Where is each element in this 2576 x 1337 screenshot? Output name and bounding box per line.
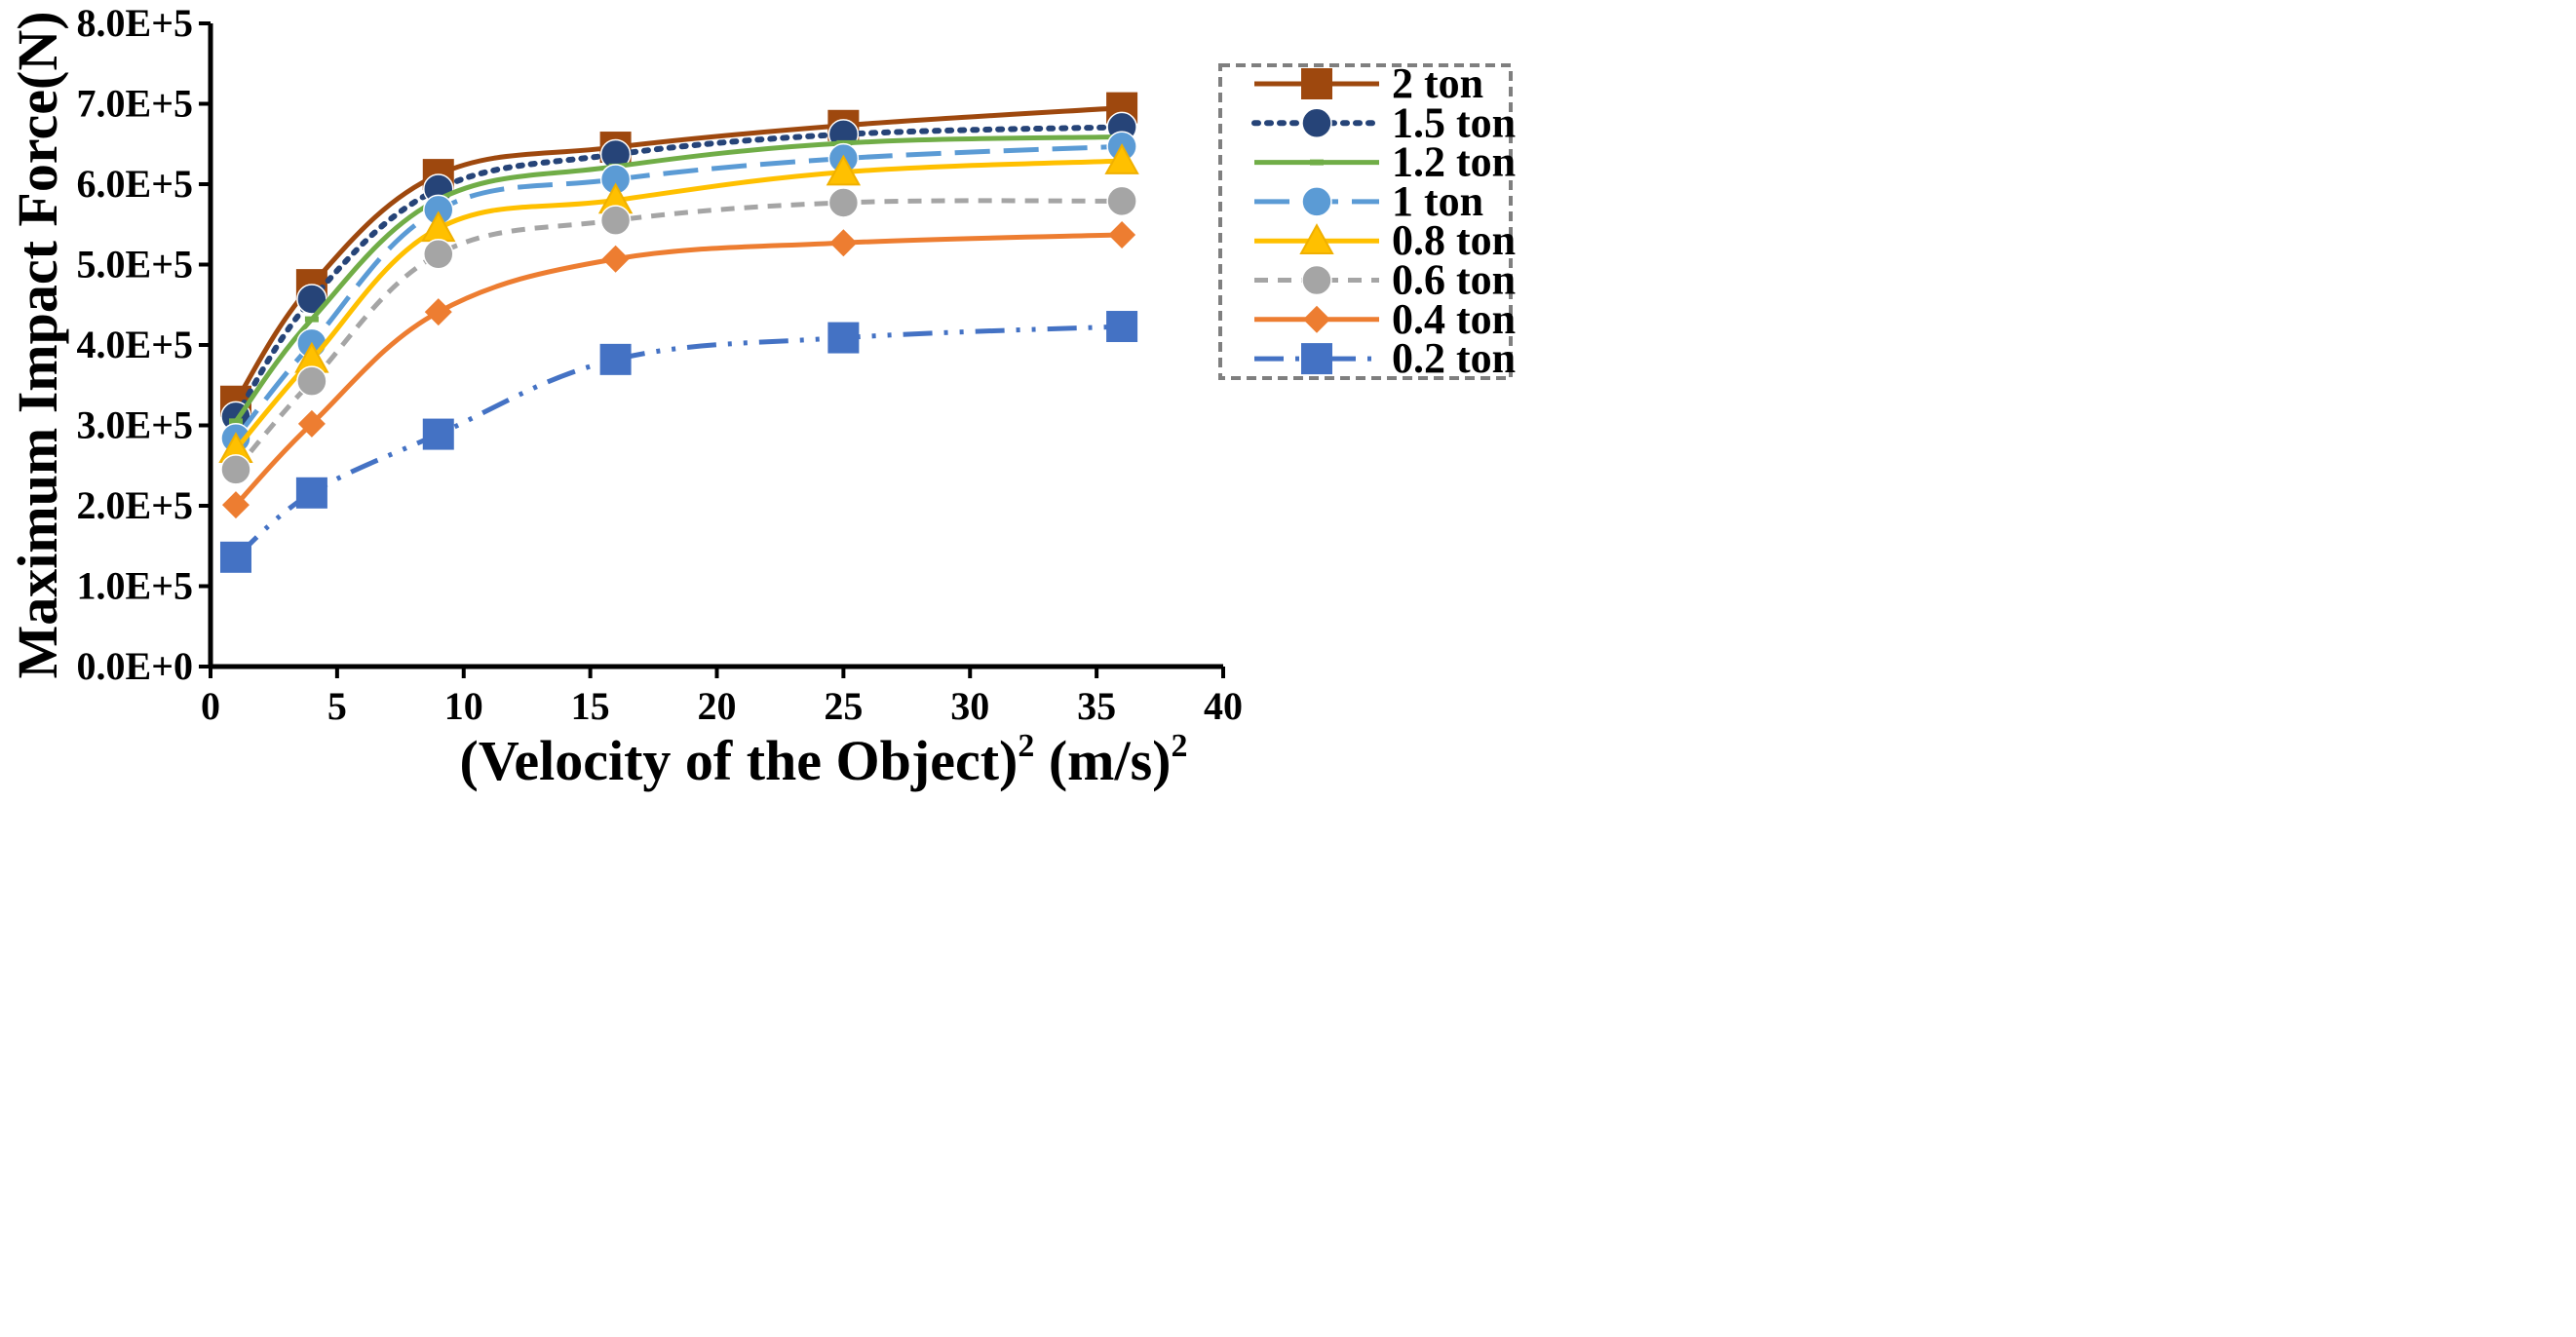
- x-tick-label: 25: [824, 684, 863, 728]
- x-tick-label: 20: [698, 684, 737, 728]
- data-point: [221, 491, 250, 519]
- series-line: [233, 134, 1123, 423]
- data-point: [423, 239, 454, 270]
- data-point: [827, 187, 860, 218]
- x-tick-label: 30: [950, 684, 989, 728]
- legend-marker: [1299, 223, 1334, 254]
- series-line: [234, 198, 1123, 472]
- legend-marker: [1301, 107, 1332, 139]
- ticks: 0.0E+0 1.0E+5 2.0E+5 3.0E+5 4.0E+5 5.0E+5 6.0E…: [77, 1, 1243, 728]
- legend-label: 0.4 ton: [1392, 295, 1516, 343]
- legend-item: 0.2 ton: [1254, 334, 1516, 382]
- x-axis-title-sup1: 2: [1018, 728, 1034, 764]
- y-tick-label: 3.0E+5: [77, 403, 193, 447]
- data-point: [220, 454, 251, 485]
- data-point: [1106, 185, 1137, 217]
- y-tick-label: 6.0E+5: [77, 162, 193, 206]
- data-point: [829, 229, 858, 257]
- data-point: [422, 418, 454, 450]
- series-2-ton: [219, 92, 1138, 417]
- data-point: [827, 322, 860, 354]
- legend-item: 2 ton: [1254, 59, 1483, 107]
- legend-label: 2 ton: [1392, 59, 1483, 107]
- x-axis-title: (Velocity of the Object)2 (m/s)2: [460, 728, 1188, 792]
- legend-marker: [1301, 264, 1332, 296]
- series-0_6-ton: [220, 185, 1137, 485]
- y-tick-label: 1.0E+5: [77, 564, 193, 608]
- legend-marker: [1301, 186, 1332, 217]
- legend-item: 0.4 ton: [1254, 295, 1516, 343]
- series-line: [234, 158, 1123, 451]
- legend-item: 0.6 ton: [1254, 256, 1516, 304]
- legend-marker: [1301, 68, 1332, 99]
- y-axis-title: Maximum Impact Force(N): [6, 11, 69, 678]
- legend-label: 1 ton: [1392, 177, 1483, 225]
- data-point: [1106, 311, 1138, 343]
- legend-label: 0.6 ton: [1392, 256, 1516, 304]
- legend-item: 0.8 ton: [1254, 216, 1516, 264]
- data-point: [228, 418, 243, 425]
- data-point: [826, 154, 862, 186]
- x-tick-label: 10: [444, 684, 483, 728]
- y-tick-label: 2.0E+5: [77, 483, 193, 527]
- x-axis-title-unit: (m/s): [1034, 729, 1171, 792]
- series-line: [234, 324, 1123, 559]
- legend-label: 1.5 ton: [1392, 98, 1516, 146]
- data-point: [295, 477, 327, 509]
- data-point: [601, 245, 630, 273]
- legend-box: [1218, 63, 1513, 380]
- legend-marker: [1301, 343, 1332, 375]
- y-tick-label: 4.0E+5: [77, 323, 193, 366]
- data-point: [599, 343, 632, 375]
- x-tick-label: 15: [571, 684, 610, 728]
- data-point: [304, 316, 319, 323]
- y-tick-label: 0.0E+0: [77, 644, 193, 688]
- series-0_8-ton: [218, 143, 1139, 464]
- x-axis-title-sup2: 2: [1171, 728, 1187, 764]
- legend-item: 1.5 ton: [1251, 98, 1516, 146]
- y-tick-label: 7.0E+5: [77, 82, 193, 126]
- x-tick-label: 5: [327, 684, 347, 728]
- legend-marker: [1310, 159, 1324, 166]
- data-point: [1108, 220, 1136, 248]
- x-tick-label: 35: [1077, 684, 1116, 728]
- y-tick-label: 8.0E+5: [77, 1, 193, 45]
- axes: [208, 23, 1223, 669]
- data-point: [1104, 143, 1139, 174]
- x-tick-label: 0: [201, 684, 220, 728]
- data-point: [296, 365, 327, 397]
- x-axis-title-main: (Velocity of the Object): [460, 729, 1019, 792]
- data-point: [599, 205, 632, 236]
- series-0_2-ton: [219, 311, 1138, 573]
- series-1-ton: [220, 131, 1137, 454]
- legend-label: 1.2 ton: [1392, 138, 1516, 186]
- series-0_4-ton: [221, 220, 1136, 519]
- y-tick-label: 5.0E+5: [77, 243, 193, 286]
- legend-item: 1 ton: [1254, 177, 1483, 225]
- series-layer: [218, 92, 1139, 573]
- legend-label: 0.2 ton: [1392, 334, 1516, 382]
- data-point: [424, 298, 452, 326]
- data-point: [297, 409, 326, 438]
- x-tick-label: 40: [1204, 684, 1243, 728]
- legend-marker: [1303, 305, 1330, 333]
- legend-label: 0.8 ton: [1392, 216, 1516, 264]
- data-point: [219, 541, 251, 573]
- legend-item: 1.2 ton: [1254, 138, 1516, 186]
